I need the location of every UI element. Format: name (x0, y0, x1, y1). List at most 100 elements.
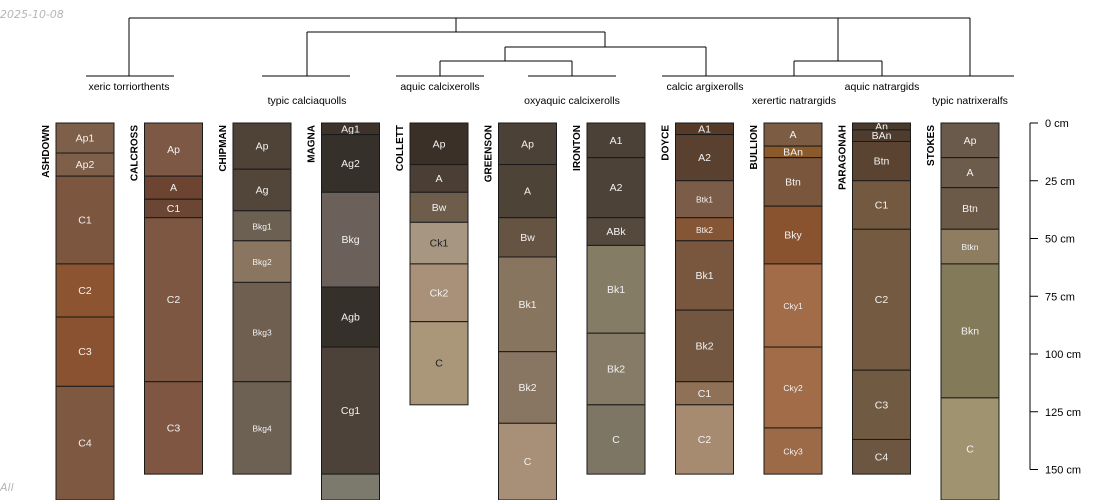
horizon-greenson-bk1-3 (498, 256, 557, 353)
horizon-label-doyce-a2: A2 (698, 152, 711, 164)
horizon-label-calcross-c2: C2 (167, 294, 181, 306)
horizon-label-greenson-ap: Ap (521, 138, 534, 150)
horizon-paragonah-c2-4 (852, 228, 911, 371)
profile-name-chipman: CHIPMAN (218, 125, 229, 172)
horizon-bullion-cky2-5 (763, 346, 823, 429)
horizon-label-paragonah-c1: C1 (875, 200, 889, 212)
horizon-bullion-btn-2 (763, 157, 823, 207)
horizon-label-stokes-bkn: Bkn (961, 325, 979, 337)
horizon-stokes-bkn-4 (940, 263, 1000, 399)
horizon-label-greenson-bk1: Bk1 (518, 299, 536, 311)
horizon-label-doyce-c1: C1 (698, 388, 712, 400)
horizon-calcross-c2-3 (144, 217, 203, 383)
horizon-label-paragonah-c2: C2 (875, 294, 889, 306)
horizon-label-greenson-bw: Bw (520, 232, 535, 244)
horizon-greenson-ap-0 (498, 122, 557, 166)
horizon-label-bullion-bky: Bky (784, 230, 802, 242)
group-label-aquic-calcixerolls: aquic calcixerolls (400, 81, 479, 93)
depth-tick-label-0: 0 cm (1045, 118, 1069, 130)
horizon-label-calcross-ap: Ap (167, 144, 180, 156)
group-label-typic-natrixeralfs: typic natrixeralfs (932, 95, 1008, 107)
horizon-label-calcross-c3: C3 (167, 422, 181, 434)
horizon-stokes-btkn-3 (940, 228, 1000, 265)
horizon-label-doyce-btk2: Btk2 (696, 225, 713, 235)
horizon-label-collett-a: A (435, 173, 442, 185)
horizon-label-bullion-a: A (789, 129, 796, 141)
horizon-label-chipman-bkg2: Bkg2 (252, 257, 272, 267)
horizon-label-paragonah-c4: C4 (875, 451, 889, 463)
depth-tick-label-100: 100 cm (1045, 349, 1081, 361)
horizon-chipman-ap-0 (232, 122, 292, 170)
horizon-label-chipman-bkg1: Bkg1 (252, 221, 272, 231)
horizon-magna-cg1-4 (321, 346, 380, 475)
horizon-label-doyce-bk1: Bk1 (695, 270, 713, 282)
group-label-xerertic-natrargids: xerertic natrargids (752, 95, 836, 107)
horizon-label-magna-bkg: Bkg (341, 234, 359, 246)
horizon-label-calcross-c1: C1 (167, 203, 181, 215)
horizon-label-doyce-bk2: Bk2 (695, 340, 713, 352)
horizon-label-collett-ck1: Ck1 (430, 238, 449, 250)
horizon-doyce-btk1-2 (675, 180, 734, 219)
horizon-label-ashdown-c2: C2 (78, 285, 92, 297)
horizon-label-paragonah-ban: BAn (872, 130, 892, 142)
horizon-stokes-c-5 (940, 397, 1000, 500)
horizon-calcross-c3-4 (144, 381, 203, 475)
horizon-label-bullion-cky2: Cky2 (783, 383, 803, 393)
horizon-label-stokes-a: A (966, 167, 973, 179)
horizon-label-stokes-btn: Btn (962, 203, 978, 215)
horizon-paragonah-c1-3 (852, 180, 911, 230)
horizon-label-magna-ag1: Ag1 (341, 123, 360, 135)
horizon-label-ironton-bk1: Bk1 (607, 284, 625, 296)
horizon-label-ironton-bk2: Bk2 (607, 364, 625, 376)
horizon-chipman-bkg3-4 (232, 281, 292, 383)
horizon-paragonah-c4-6 (852, 438, 911, 475)
horizon-chipman-bkg4-5 (232, 381, 292, 475)
horizon-label-chipman-ap: Ap (256, 141, 269, 153)
horizon-label-magna-agb: Agb (341, 312, 360, 324)
profile-name-calcross: CALCROSS (130, 125, 141, 181)
horizon-label-magna-cg1: Cg1 (341, 405, 360, 417)
horizon-ashdown-ap1-0 (55, 122, 115, 154)
horizon-label-chipman-bkg4: Bkg4 (252, 423, 272, 433)
corner-stamp: All (0, 481, 14, 494)
horizon-magna-agb-3 (321, 286, 380, 348)
horizon-label-magna-ag2: Ag2 (341, 158, 360, 170)
profile-name-bullion: BULLION (749, 125, 760, 169)
horizon-chipman-bkg2-3 (232, 240, 292, 283)
horizon-label-stokes-btkn: Btkn (961, 242, 978, 252)
horizon-label-paragonah-btn: Btn (874, 156, 890, 168)
profile-name-ironton: IRONTON (572, 125, 583, 171)
horizon-label-paragonah-c3: C3 (875, 399, 889, 411)
depth-tick-label-50: 50 cm (1045, 234, 1075, 246)
horizon-label-ashdown-c3: C3 (78, 346, 92, 358)
horizon-label-ashdown-ap2: Ap2 (76, 159, 95, 171)
horizon-magna-unnamed-5 (321, 473, 380, 500)
horizon-label-doyce-btk1: Btk1 (696, 195, 713, 205)
horizon-label-ashdown-c4: C4 (78, 438, 92, 450)
horizon-paragonah-btn-2 (852, 140, 911, 182)
horizon-label-ashdown-c1: C1 (78, 215, 92, 227)
horizon-bullion-cky3-6 (763, 427, 823, 475)
profile-name-greenson: GREENSON (484, 125, 495, 182)
depth-tick-label-125: 125 cm (1045, 407, 1081, 419)
horizon-magna-bkg-2 (321, 191, 380, 288)
profile-name-doyce: DOYCE (661, 125, 672, 161)
group-label-xeric-torriorthents: xeric torriorthents (88, 81, 169, 93)
horizon-label-collett-ap: Ap (433, 138, 446, 150)
horizon-bullion-bky-3 (763, 205, 823, 265)
horizon-ironton-bk2-4 (586, 332, 646, 406)
horizon-collett-ck1-3 (409, 221, 469, 265)
depth-tick-label-25: 25 cm (1045, 176, 1075, 188)
horizon-ironton-a2-1 (586, 157, 646, 219)
group-label-calcic-argixerolls: calcic argixerolls (666, 81, 743, 93)
profile-name-magna: MAGNA (307, 125, 318, 163)
horizon-greenson-bk2-4 (498, 351, 557, 424)
group-label-aquic-natrargids: aquic natrargids (845, 81, 920, 93)
horizon-stokes-ap-0 (940, 122, 1000, 159)
horizon-label-calcross-a: A (170, 182, 177, 194)
profile-name-ashdown: ASHDOWN (41, 125, 52, 178)
horizon-label-chipman-ag: Ag (256, 184, 269, 196)
profile-name-stokes: STOKES (926, 125, 937, 166)
horizon-label-greenson-bk2: Bk2 (518, 382, 536, 394)
